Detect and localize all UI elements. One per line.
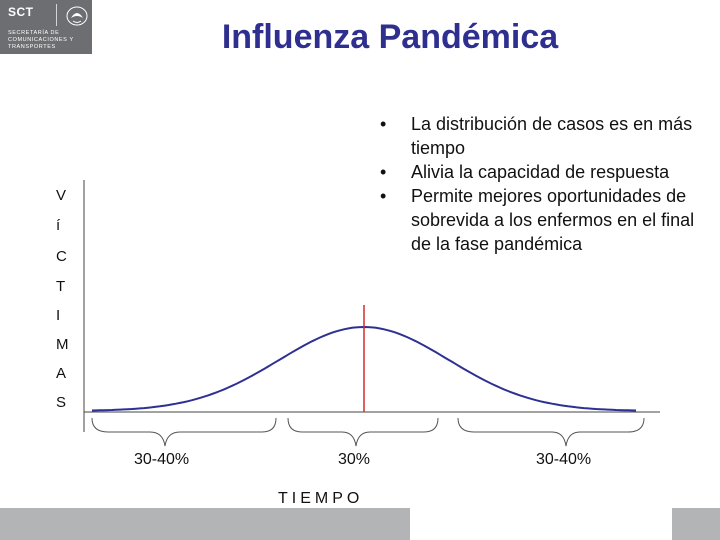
brace-right xyxy=(457,417,645,447)
logo-text: SCT xyxy=(8,5,34,19)
logo-divider xyxy=(56,4,57,26)
y-axis-letter: C xyxy=(56,248,67,265)
footer-block-left xyxy=(0,508,410,540)
bullet-text: Alivia la capacidad de respuesta xyxy=(411,162,670,182)
bullet-dot-icon: • xyxy=(380,162,387,182)
footer-bar xyxy=(0,508,720,540)
footer-block-right xyxy=(672,508,720,540)
bullet-item: • Permite mejores oportunidades de sobrev… xyxy=(376,184,706,256)
coat-of-arms-icon xyxy=(66,6,88,26)
y-axis-letter: S xyxy=(56,394,67,411)
segment-label-left: 30-40% xyxy=(134,451,190,468)
brace-middle xyxy=(287,417,439,447)
bullet-dot-icon: • xyxy=(380,186,387,206)
y-axis-letter: T xyxy=(56,278,66,295)
segment-label-middle: 30% xyxy=(338,451,371,468)
bullet-item: • Alivia la capacidad de respuesta xyxy=(376,160,706,184)
y-axis-letter: M xyxy=(56,336,69,353)
bullet-text: Permite mejores oportunidades de sobrevi… xyxy=(411,186,695,254)
sct-logo: SCT SECRETARÍA DE COMUNICACIONES Y TRANS… xyxy=(0,0,92,54)
bullet-list: • La distribución de casos es en más tiem… xyxy=(376,112,706,256)
bullet-item: • La distribución de casos es en más tiem… xyxy=(376,112,706,160)
bullet-dot-icon: • xyxy=(380,114,387,134)
y-axis-letter: I xyxy=(56,307,61,324)
y-axis-letter: í xyxy=(56,217,61,234)
bullet-text: La distribución de casos es en más tiemp… xyxy=(411,114,693,158)
x-axis-title: TIEMPO xyxy=(278,490,364,507)
y-axis-letter: V xyxy=(56,187,67,204)
logo-subtitle: SECRETARÍA DE COMUNICACIONES Y TRANSPORT… xyxy=(8,30,74,50)
y-axis-letter: A xyxy=(56,365,67,382)
brace-left xyxy=(91,417,277,447)
page-title: Influenza Pandémica xyxy=(221,18,559,56)
segment-label-right: 30-40% xyxy=(536,451,592,468)
